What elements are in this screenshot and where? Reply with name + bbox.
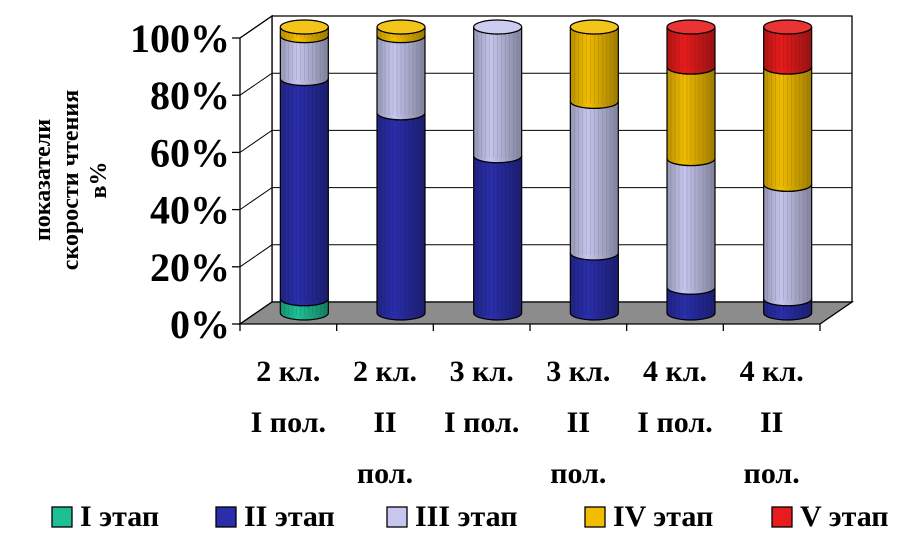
x-tick-label: I пол. [444,406,519,439]
legend-swatch [584,506,606,528]
x-tick-label: I пол. [637,406,712,439]
y-tick-label: 60% [150,130,230,175]
chart-walls [237,14,855,326]
chart-gridlines [239,15,852,268]
legend-label: III этап [415,500,517,533]
y-tick-label: 80% [150,73,230,118]
x-tick-label: пол. [357,457,413,490]
x-tick-label: II [760,406,783,439]
legend-swatch [51,506,73,528]
x-tick-label: 4 кл. [740,355,804,388]
gridline [239,15,852,39]
bar-top-cap [763,19,813,35]
bar-top-cap [473,19,523,35]
x-tick-label: 3 кл. [546,355,610,388]
y-tick-label: 0% [170,302,230,347]
chart-bars [279,19,813,321]
gridline [239,129,852,153]
x-tick-label: II [373,406,396,439]
legend-swatch [215,506,237,528]
legend-swatch [771,506,793,528]
legend: I этап II этап III этап IV этап V этап [51,500,889,533]
bar-top-cap [666,19,716,35]
x-tick-label: 3 кл. [450,355,514,388]
bar-top-cap [376,19,426,35]
y-tick-label: 20% [150,245,230,290]
chart-floor [237,301,855,325]
x-tick-label: 2 кл. [353,355,417,388]
x-tick-label: пол. [550,457,606,490]
gridline [239,72,852,96]
x-axis-ticks: 2 кл. I пол. 2 кл. II пол. 3 кл. I пол. 3 кл. II… [251,355,804,490]
y-tick-label: 40% [150,188,230,233]
x-tick-label: пол. [744,457,800,490]
legend-label: II этап [244,500,335,533]
gridline [239,187,852,211]
legend-label: V этап [800,500,889,533]
y-axis-label: показателискорости чтенияв% [30,90,112,270]
gridline [239,244,852,268]
y-tick-label: 100% [130,16,230,61]
x-tick-label: 4 кл. [643,355,707,388]
side-wall [239,14,273,326]
x-tick-label: 2 кл. [256,355,320,388]
bar-top-cap [569,19,619,35]
legend-label: IV этап [613,500,713,533]
legend-label: I этап [80,500,159,533]
x-tick-label: I пол. [251,406,326,439]
legend-swatch [386,506,408,528]
y-axis-ticks: 0% 20% 40% 60% 80% 100% [130,16,821,347]
x-tick-label: II [567,406,590,439]
bar-top-cap [279,19,329,35]
